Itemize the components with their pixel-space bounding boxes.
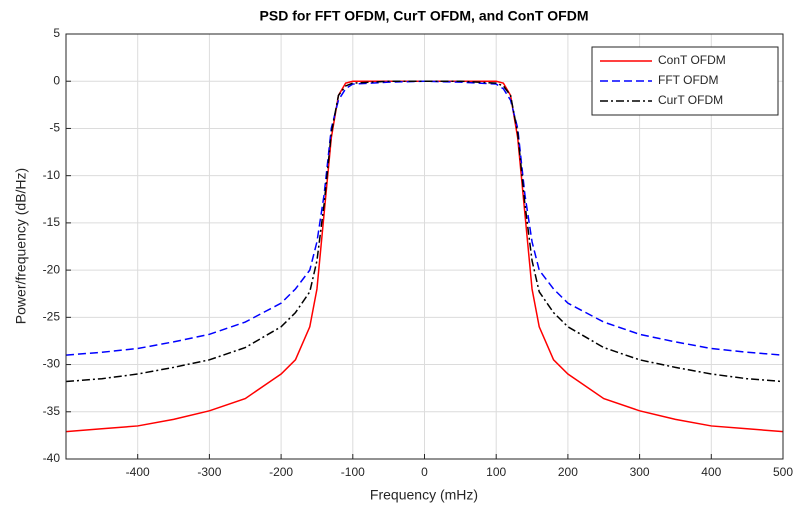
y-tick-label: 0 xyxy=(53,73,60,87)
x-axis-label: Frequency (mHz) xyxy=(370,487,478,503)
y-axis-label: Power/frequency (dB/Hz) xyxy=(13,168,29,324)
y-tick-label: -15 xyxy=(43,215,61,229)
legend-label: FFT OFDM xyxy=(658,73,718,87)
x-tick-label: -200 xyxy=(269,465,293,479)
y-tick-label: -35 xyxy=(43,404,61,418)
x-tick-label: 400 xyxy=(701,465,721,479)
legend-box xyxy=(591,46,779,116)
x-tick-label: 0 xyxy=(421,465,428,479)
legend-label: CurT OFDM xyxy=(658,93,723,107)
y-tick-label: 5 xyxy=(53,26,60,40)
chart-title: PSD for FFT OFDM, CurT OFDM, and ConT OF… xyxy=(260,8,589,24)
y-tick-label: -30 xyxy=(43,357,61,371)
y-tick-label: -5 xyxy=(49,121,60,135)
y-tick-label: -25 xyxy=(43,310,61,324)
x-tick-label: -300 xyxy=(197,465,221,479)
plot-frame xyxy=(65,33,784,460)
y-tick-label: -20 xyxy=(43,262,61,276)
x-tick-label: -100 xyxy=(341,465,365,479)
x-tick-label: 200 xyxy=(558,465,578,479)
y-tick-label: -10 xyxy=(43,168,61,182)
y-tick-label: -40 xyxy=(43,451,61,465)
x-tick-label: 300 xyxy=(630,465,650,479)
series-line xyxy=(65,80,784,383)
x-tick-label: -400 xyxy=(126,465,150,479)
legend-label: ConT OFDM xyxy=(658,53,726,67)
x-tick-label: 100 xyxy=(486,465,506,479)
x-tick-label: 500 xyxy=(773,465,793,479)
